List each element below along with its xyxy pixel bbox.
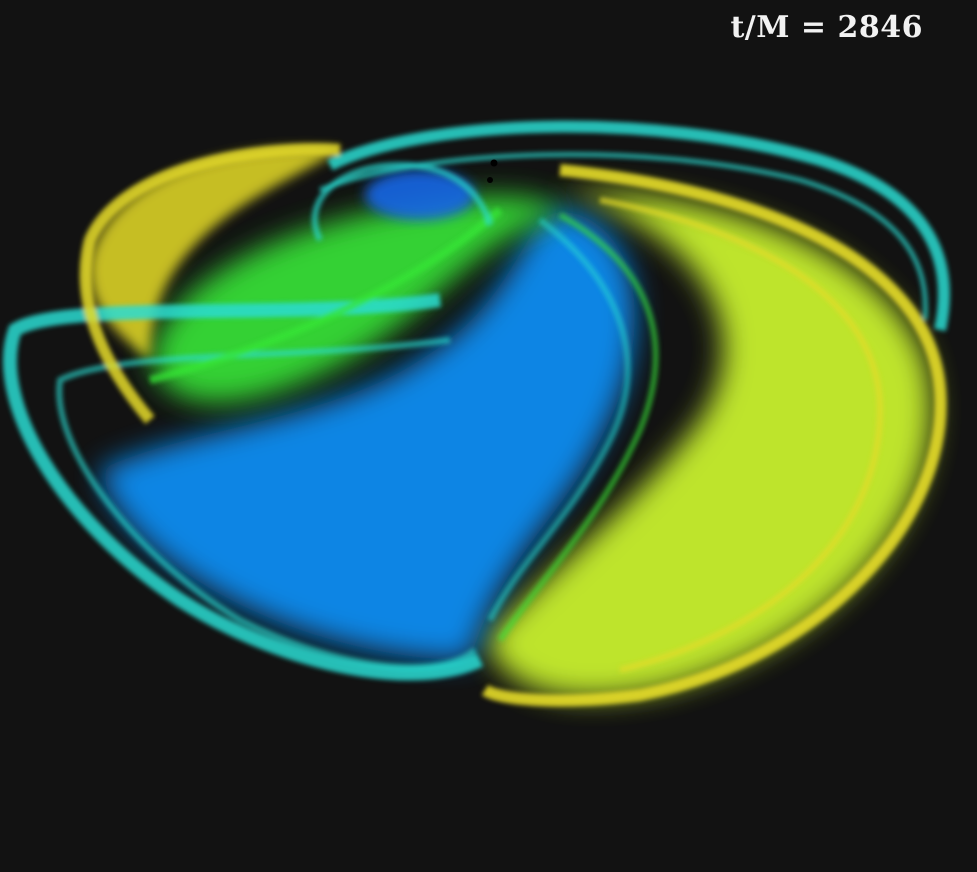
black-hole-1 [490, 159, 498, 167]
yellow-rim-right [481, 164, 947, 707]
yellow-rim-right-inner [599, 197, 884, 673]
cyan-swirl [311, 161, 493, 242]
blue-lobe-center [100, 210, 635, 660]
black-hole-pair [487, 159, 498, 183]
green-strand-2 [497, 212, 659, 642]
time-label: t/M = 2846 [730, 10, 923, 45]
core-blue [365, 170, 475, 220]
cyan-rim-top [327, 120, 950, 332]
cyan-strand-diag [487, 217, 631, 622]
wave-rims [3, 120, 950, 707]
green-strand-1 [148, 206, 503, 384]
yellow-lobe-right [485, 190, 932, 698]
cyan-rim-left [3, 293, 484, 681]
black-hole-2 [487, 177, 493, 183]
yellow-rim-left [79, 143, 341, 424]
